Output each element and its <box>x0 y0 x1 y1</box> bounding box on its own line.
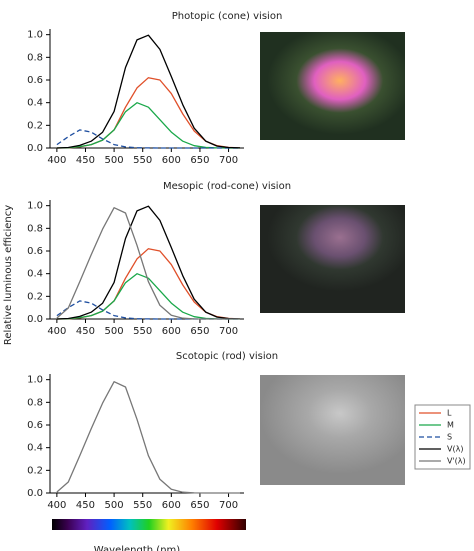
y-tick-label: 0.4 <box>27 443 43 454</box>
y-axis-label: Relative luminous efficiency <box>3 205 14 345</box>
spectrum-bar <box>52 519 246 530</box>
photo-scotopic <box>260 375 405 485</box>
y-tick-label: 0.4 <box>27 269 43 280</box>
series-line <box>56 129 240 149</box>
chart-title: Scotopic (rod) vision <box>176 351 278 362</box>
y-tick-label: 0.6 <box>27 75 43 86</box>
series-line <box>56 34 241 149</box>
x-tick-label: 500 <box>105 155 124 166</box>
x-tick-label: 600 <box>162 155 181 166</box>
x-tick-label: 450 <box>76 500 95 511</box>
y-tick-label: 1.0 <box>27 375 43 386</box>
series-line <box>56 102 240 149</box>
photo-photopic <box>260 32 405 140</box>
x-tick-label: 600 <box>162 326 181 337</box>
chart-title: Mesopic (rod-cone) vision <box>163 181 291 192</box>
legend-label: V'(λ) <box>447 457 466 466</box>
y-tick-label: 0.2 <box>27 120 43 131</box>
x-tick-label: 650 <box>190 500 209 511</box>
y-tick-label: 0.8 <box>27 397 43 408</box>
series-line <box>56 205 241 320</box>
y-tick-label: 0.8 <box>27 223 43 234</box>
y-tick-label: 0.0 <box>27 314 43 325</box>
photo-mesopic <box>260 205 405 313</box>
y-tick-label: 0.4 <box>27 98 43 109</box>
y-tick-label: 1.0 <box>27 201 43 212</box>
y-tick-label: 1.0 <box>27 30 43 41</box>
x-tick-label: 450 <box>76 326 95 337</box>
x-tick-label: 550 <box>133 500 152 511</box>
x-tick-label: 550 <box>133 326 152 337</box>
y-tick-label: 0.2 <box>27 291 43 302</box>
legend-label: S <box>447 433 452 442</box>
x-tick-label: 700 <box>219 155 238 166</box>
x-tick-label: 500 <box>105 500 124 511</box>
y-tick-label: 0.8 <box>27 52 43 63</box>
x-tick-label: 550 <box>133 155 152 166</box>
x-tick-label: 400 <box>47 155 66 166</box>
chart-title: Photopic (cone) vision <box>172 11 283 22</box>
y-tick-label: 0.6 <box>27 420 43 431</box>
series-line <box>56 381 240 494</box>
legend-label: M <box>447 421 454 430</box>
y-tick-label: 0.6 <box>27 246 43 257</box>
y-tick-label: 0.0 <box>27 488 43 499</box>
series-line <box>56 207 240 320</box>
x-tick-label: 650 <box>190 326 209 337</box>
x-tick-label: 500 <box>105 326 124 337</box>
x-tick-label: 400 <box>47 500 66 511</box>
series-line <box>56 248 241 320</box>
x-axis-label: Wavelength (nm) <box>94 545 180 551</box>
legend-label: L <box>447 409 452 418</box>
y-tick-label: 0.0 <box>27 143 43 154</box>
y-tick-label: 0.2 <box>27 465 43 476</box>
x-tick-label: 600 <box>162 500 181 511</box>
x-tick-label: 650 <box>190 155 209 166</box>
series-line <box>56 77 241 149</box>
x-tick-label: 700 <box>219 326 238 337</box>
x-tick-label: 450 <box>76 155 95 166</box>
x-tick-label: 400 <box>47 326 66 337</box>
legend-label: V(λ) <box>447 445 463 454</box>
x-tick-label: 700 <box>219 500 238 511</box>
legend-box <box>414 404 471 470</box>
